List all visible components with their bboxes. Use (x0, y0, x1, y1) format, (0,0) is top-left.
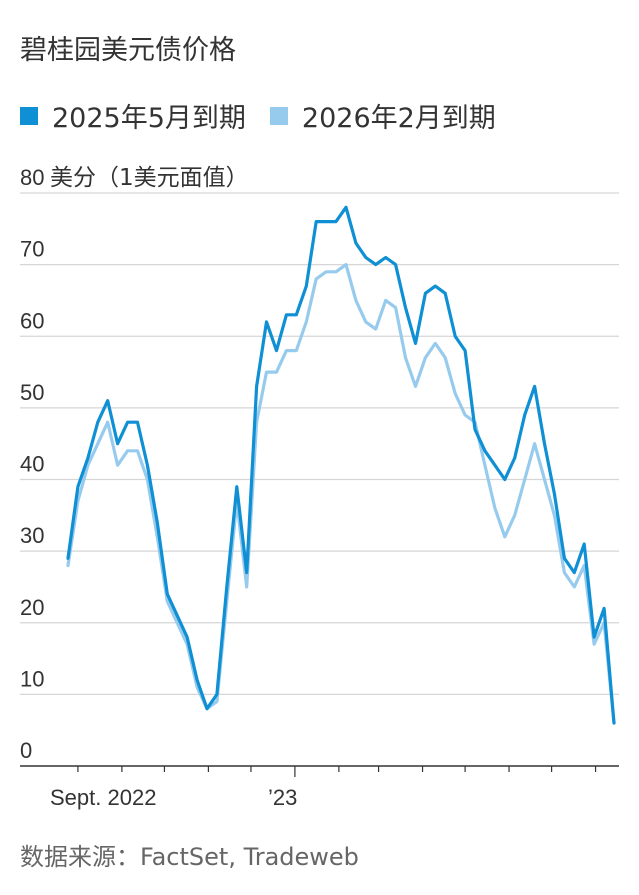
x-label-sept-2022: Sept. 2022 (50, 785, 156, 810)
legend: 2025年5月到期 2026年2月到期 (20, 96, 520, 135)
legend-label-2025: 2025年5月到期 (52, 103, 246, 134)
y-tick-label-20: 20 (20, 595, 44, 620)
source-note: 数据来源：FactSet, Tradeweb (20, 843, 359, 871)
legend-swatch-2026 (269, 106, 288, 125)
y-unit-label: 美分（1美元面值） (50, 165, 249, 191)
legend-swatch-2025 (20, 106, 38, 125)
legend-label-2026: 2026年2月到期 (301, 103, 496, 134)
y-tick-label-70: 70 (20, 237, 44, 262)
y-tick-label-50: 50 (20, 380, 44, 405)
legend-item-2025: 2025年5月到期 (20, 96, 246, 135)
x-label-2023: ’23 (268, 785, 297, 810)
y-tick-label-80: 80 (20, 165, 44, 190)
y-tick-label-40: 40 (20, 452, 44, 477)
chart-title: 碧桂园美元债价格 (20, 35, 236, 66)
y-tick-label-30: 30 (20, 523, 44, 548)
y-tick-label-0: 0 (20, 738, 32, 763)
y-tick-label-10: 10 (20, 666, 44, 691)
legend-item-2026: 2026年2月到期 (269, 96, 496, 135)
series-line-1 (66, 263, 616, 725)
series-line-0 (66, 205, 616, 725)
y-tick-label-60: 60 (20, 308, 44, 333)
